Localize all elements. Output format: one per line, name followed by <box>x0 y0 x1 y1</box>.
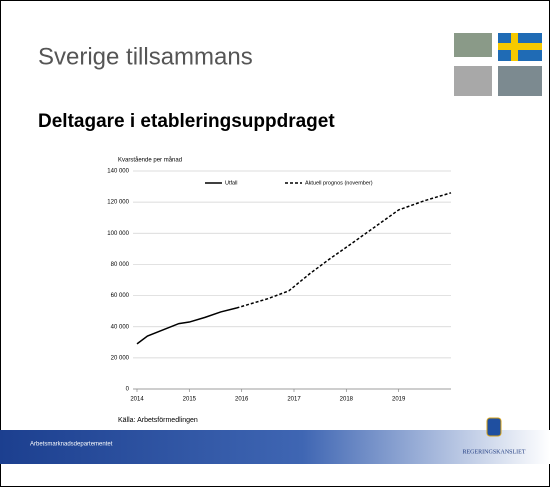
chart: Sverige tillsammans Deltagare i etableri… <box>0 0 550 487</box>
slide-title: Sverige tillsammans <box>38 43 253 70</box>
y-tick-label: 80 000 <box>111 262 130 268</box>
y-tick-label: 60 000 <box>111 293 130 299</box>
y-tick-label: 40 000 <box>111 324 130 330</box>
slide-heading: Deltagare i etableringsuppdraget <box>38 111 335 132</box>
slide: Sverige tillsammans Deltagare i etableri… <box>0 0 550 487</box>
flag-cross <box>498 43 542 50</box>
legend-label: Utfall <box>225 180 238 186</box>
y-tick-label: 100 000 <box>107 231 129 237</box>
x-tick-label: 2019 <box>392 397 406 403</box>
photo <box>498 66 542 96</box>
y-axis-title: Kvarstående per månad <box>118 157 182 164</box>
logo-text: REGERINGSKANSLIET <box>463 449 526 455</box>
legend-label: Aktuell prognos (november) <box>305 180 373 186</box>
photo <box>454 33 492 57</box>
y-tick-label: 120 000 <box>107 200 129 206</box>
x-tick-label: 2016 <box>235 397 249 403</box>
x-tick-label: 2015 <box>183 397 197 403</box>
source: Källa: Arbetsförmedlingen <box>118 417 198 424</box>
footer-text: Arbetsmarknadsdepartementet <box>30 442 113 448</box>
y-tick-label: 140 000 <box>107 169 129 175</box>
logo-crest <box>487 418 501 436</box>
x-tick-label: 2017 <box>287 397 301 403</box>
flag-cross <box>511 33 518 61</box>
y-tick-label: 20 000 <box>111 355 130 361</box>
x-tick-label: 2018 <box>340 397 354 403</box>
photo <box>454 66 492 96</box>
x-tick-label: 2014 <box>130 397 144 403</box>
